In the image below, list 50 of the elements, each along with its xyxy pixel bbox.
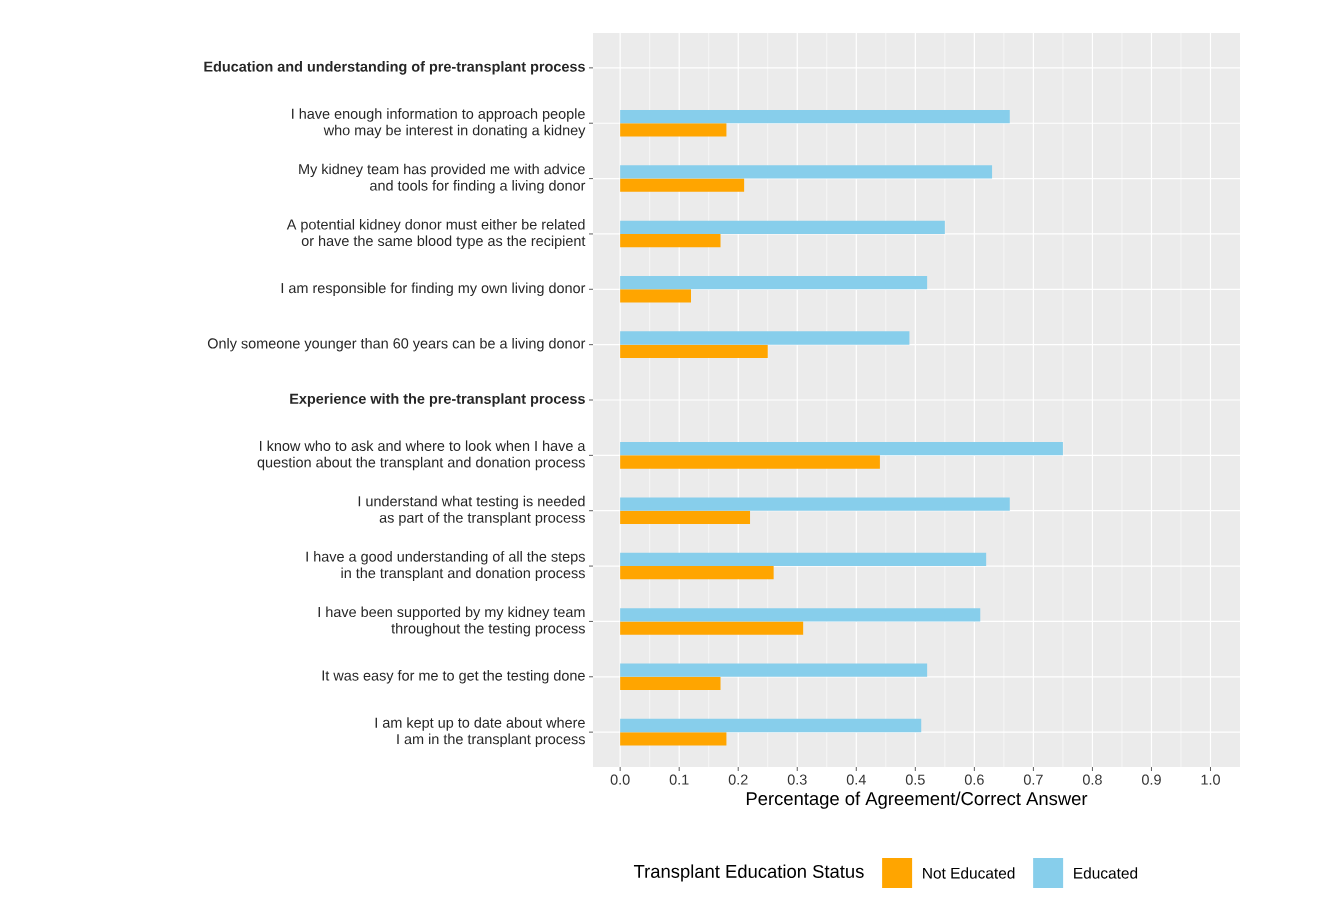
- bar: [620, 276, 928, 290]
- y-tick-label: Experience with the pre-transplant process: [290, 393, 585, 407]
- bar: [620, 165, 993, 179]
- bar: [620, 510, 751, 524]
- y-tick-label: It was easy for me to get the testing done: [322, 670, 585, 684]
- bar: [620, 663, 928, 677]
- x-tick-label: 0.3: [787, 774, 807, 785]
- legend-title: Transplant Education Status: [633, 864, 864, 882]
- y-tick-label: I have enough information to approach people who may be interest in donating a kidney: [292, 108, 586, 139]
- x-tick-label: 0.1: [669, 774, 689, 785]
- y-tick-label: Education and understanding of pre-transplant process: [204, 61, 585, 75]
- bar: [620, 233, 721, 248]
- x-axis-title: Percentage of Agreement/Correct Answer: [746, 791, 1088, 809]
- bar: [620, 455, 880, 469]
- bar: [620, 344, 768, 358]
- bar: [620, 732, 727, 746]
- x-tick-label: 0.4: [846, 774, 866, 785]
- y-tick-label: Only someone younger than 60 years can be a living donor: [207, 337, 586, 352]
- bar: [620, 718, 922, 733]
- bar: [620, 178, 745, 192]
- x-tick-label: 0.0: [610, 774, 630, 785]
- bar: [620, 608, 981, 622]
- bar: [620, 497, 1010, 511]
- x-tick-label: 0.6: [964, 774, 984, 785]
- y-tick-label: I have been supported by my kidney team throughout the testing process: [318, 606, 585, 637]
- legend-label: Educated: [1074, 867, 1138, 879]
- bar: [620, 123, 727, 137]
- x-tick-label: 0.5: [905, 774, 925, 785]
- y-tick-label: I am kept up to date about where I am in the transplant process: [375, 717, 585, 748]
- bar: [620, 220, 945, 234]
- y-tick-label: I know who to ask and where to look when I have a question about the transplant and donation process: [257, 440, 586, 471]
- bar: [620, 621, 804, 635]
- x-tick-label: 0.8: [1082, 774, 1102, 785]
- bar: [620, 289, 691, 303]
- bar: [620, 109, 1010, 124]
- legend-label: Not Educated: [923, 867, 1015, 879]
- bar: [620, 676, 721, 691]
- bar: [620, 552, 987, 567]
- y-tick-label: I have a good understanding of all the steps in the transplant and donation process: [306, 551, 585, 582]
- bar: [620, 442, 1063, 456]
- x-tick-label: 0.7: [1023, 774, 1043, 785]
- y-tick-label: I am responsible for finding my own living donor: [281, 282, 586, 297]
- x-tick-label: 1.0: [1201, 774, 1220, 785]
- bar: [620, 566, 774, 580]
- y-tick-label: A potential kidney donor must either be related or have the same blood type as the recipient: [286, 218, 586, 249]
- y-tick-label: I understand what testing is needed as part of the transplant process: [358, 495, 585, 526]
- x-tick-label: 0.9: [1141, 774, 1161, 785]
- y-tick-label: My kidney team has provided me with advice and tools for finding a living donor: [299, 163, 586, 194]
- x-tick-label: 0.2: [728, 774, 748, 785]
- bar: [620, 331, 910, 345]
